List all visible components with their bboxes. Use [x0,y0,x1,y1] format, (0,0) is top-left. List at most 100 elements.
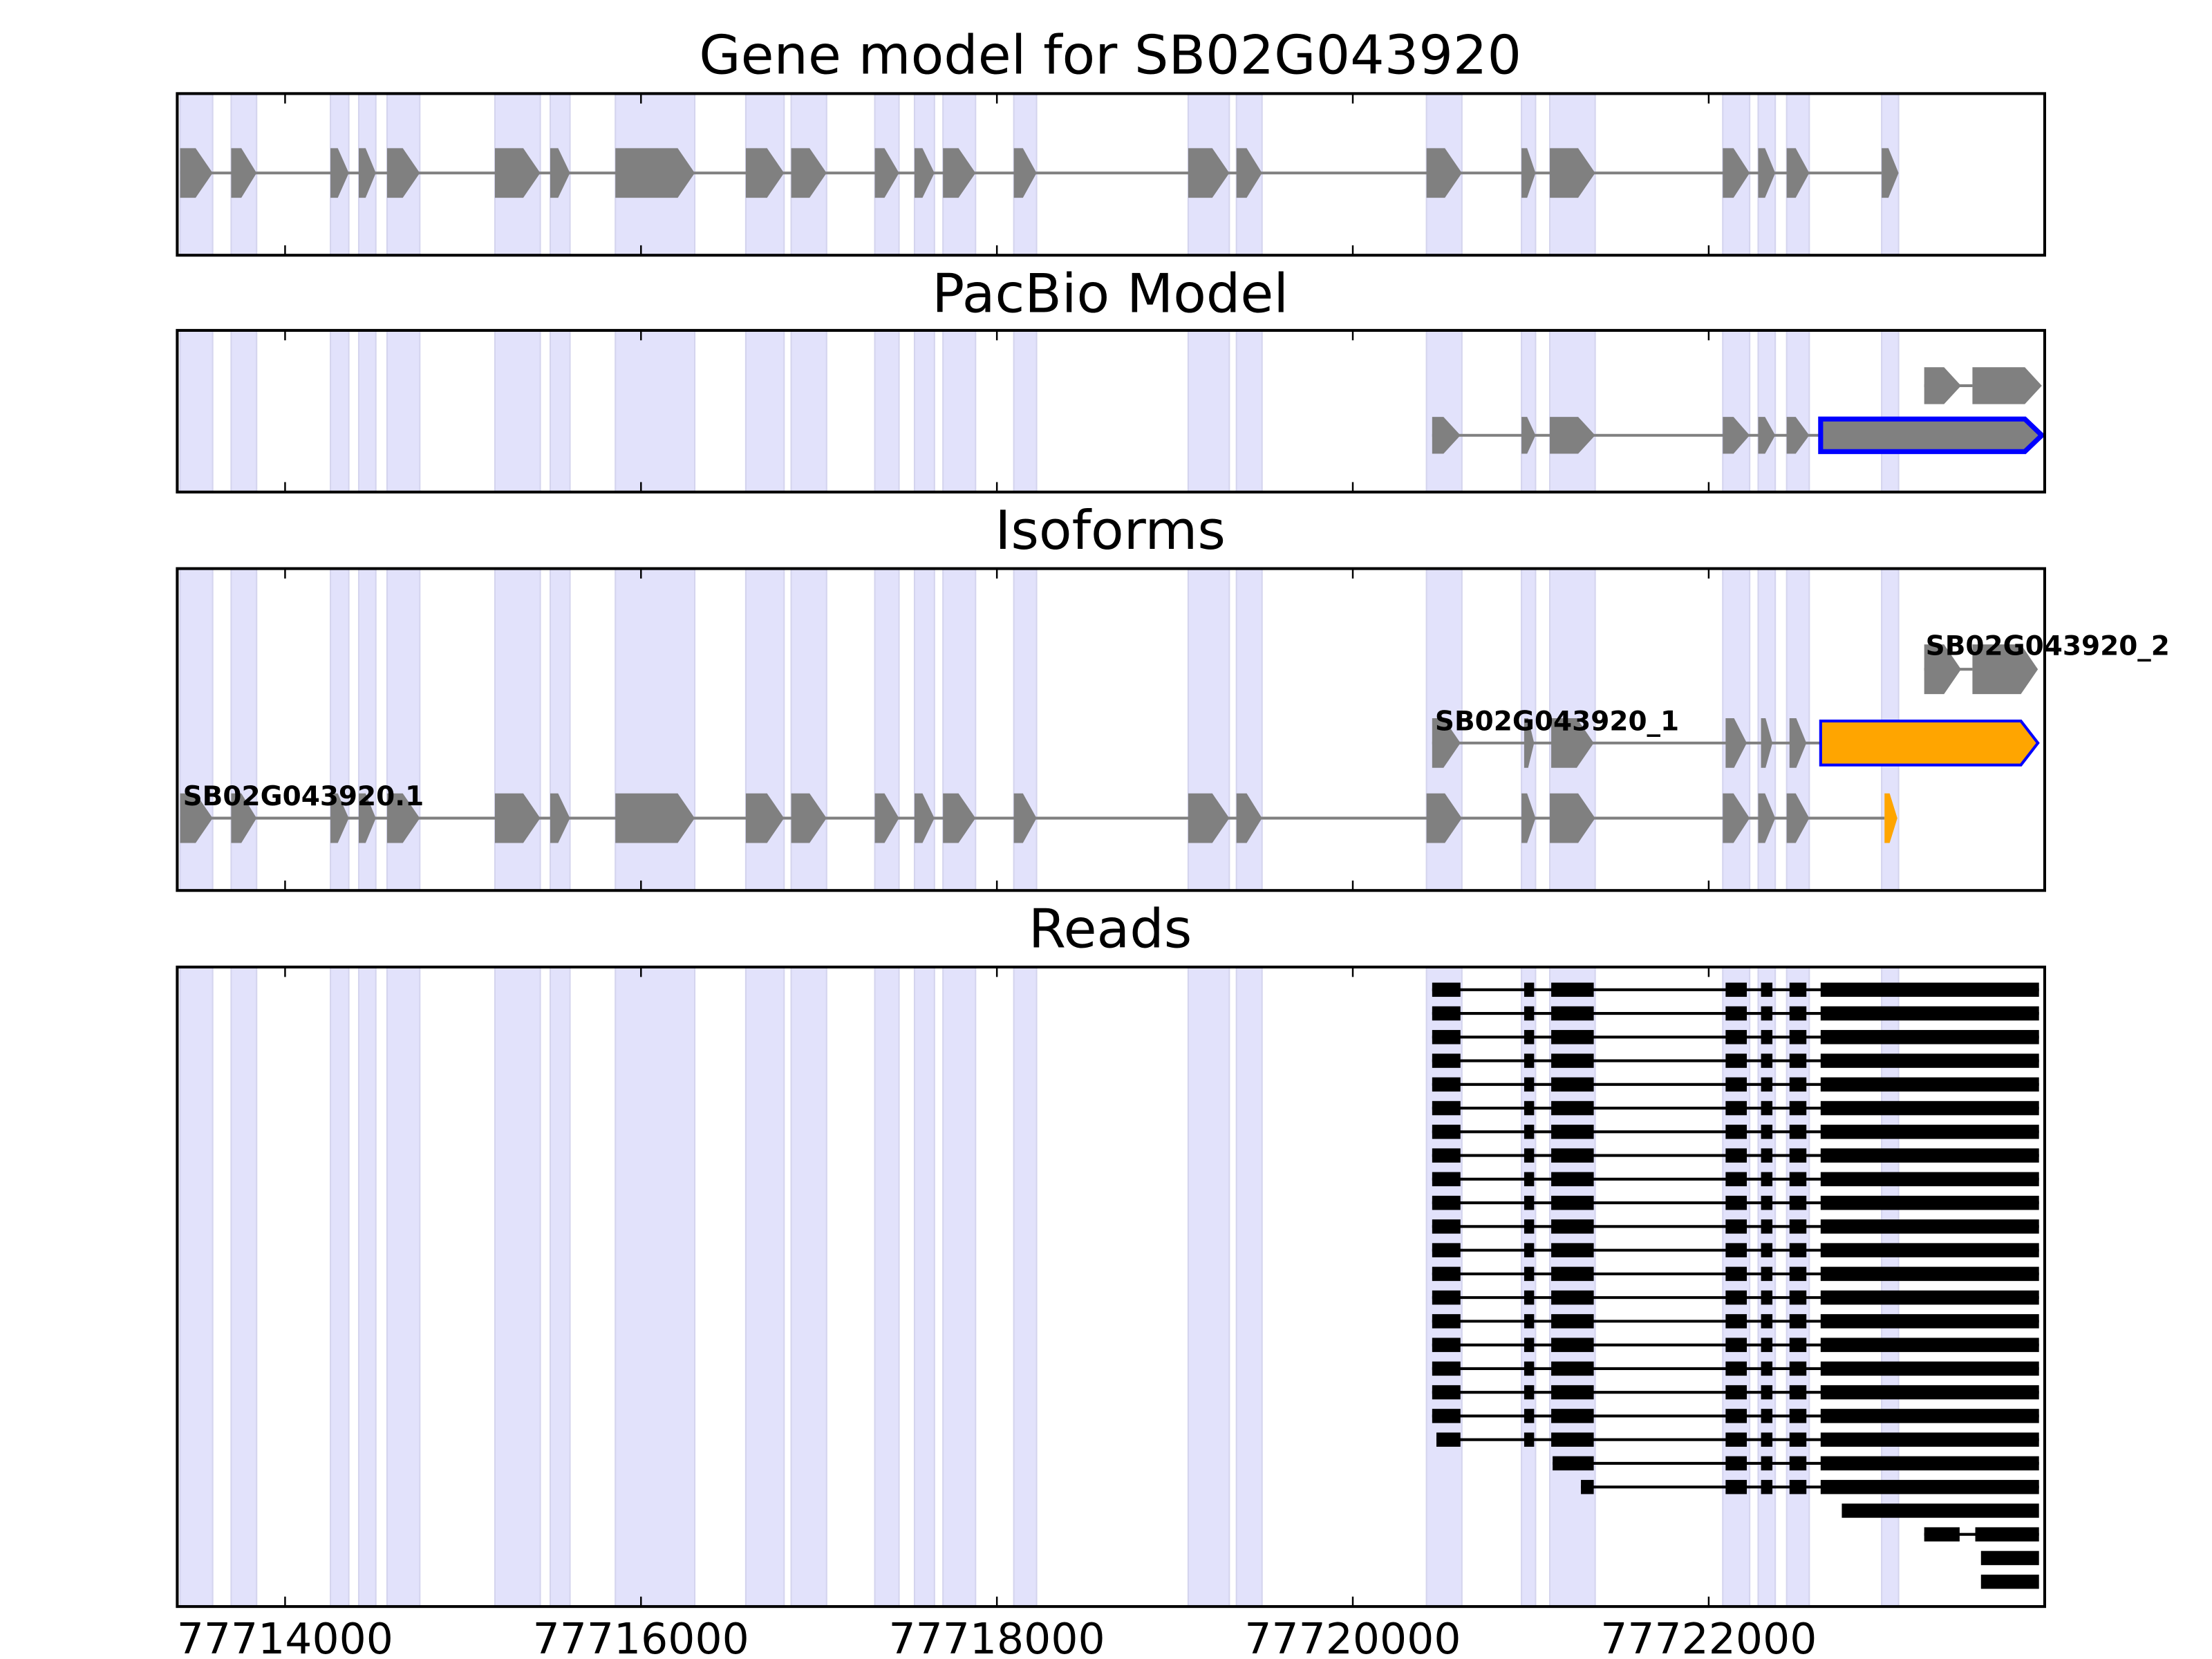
exon-shade-band [494,329,541,493]
exon-shade-band [494,966,541,1608]
read-block [1820,1385,2039,1400]
read-block [1820,1314,2039,1329]
read [1432,1006,2039,1021]
exon-shade-band [1881,329,1900,493]
panel-frame [176,567,2046,892]
panel-1 [176,328,2046,494]
read-block [1820,1125,2039,1139]
read-block [1820,1432,2039,1447]
exon-arrow [550,793,570,843]
exon-shade-band [1722,329,1751,493]
read-block [1725,1456,1747,1471]
read-block [1432,1361,1461,1376]
read-block [1761,1290,1773,1305]
read-block [1725,1409,1747,1423]
read-block [1980,1550,2039,1566]
exon-shade-band [1722,966,1751,1608]
read-block [1761,1006,1773,1021]
exon-arrow [180,793,213,843]
read-block [1761,1219,1773,1234]
exon-arrow [1972,367,2042,404]
read [1432,1125,2039,1139]
read-block [1820,1077,2039,1092]
read-block [1725,1077,1747,1092]
read [1581,1479,2039,1494]
read-block [1551,1314,1594,1329]
read-block [1725,1125,1747,1139]
read-block [1761,1077,1773,1092]
read [1924,1527,2039,1541]
read-block [1820,1243,2039,1257]
isoform-label: SB02G043920.1 [183,781,424,812]
exon-arrow [1551,718,1594,768]
read-block [1789,1125,1807,1139]
exon-arrow [386,148,420,198]
read [1432,1243,2039,1257]
read-block [1725,1006,1747,1021]
exon-arrow [914,793,935,843]
x-tick-label: 77718000 [888,1614,1105,1659]
read-block [1820,1195,2039,1210]
exon-shade-band [1425,966,1463,1608]
exon-shade-band [1757,329,1777,493]
pacbio-highlight-exon [1818,416,2046,454]
exon-shade-band [386,966,421,1608]
read-block [1553,1456,1594,1471]
exon-arrow [1236,148,1262,198]
read-block [1761,1100,1773,1116]
read-block [1551,1243,1594,1257]
read [1432,1195,2039,1210]
panel-frame [176,965,2046,1609]
read-block [1789,1409,1807,1423]
read-block [1980,1574,2039,1589]
read-block [1725,1172,1747,1187]
read-block [1725,1361,1747,1376]
read-block [1789,1219,1807,1234]
read-block [1432,1338,1461,1352]
read-block [1432,1077,1461,1092]
read-block [1789,1290,1807,1305]
exon-arrow [943,793,976,843]
exon-shade-band [1548,966,1596,1608]
exon-arrow [231,148,257,198]
read [1432,1409,2039,1423]
read-block [1820,1338,2039,1352]
read-block [1789,1006,1807,1021]
exon-shade-band [744,329,785,493]
exon-arrow [180,148,213,198]
read-block [1432,1006,1461,1021]
read-block [1551,1409,1594,1423]
read-block [1551,1030,1594,1044]
read-block [1820,1456,2039,1471]
read-block [1551,1195,1594,1210]
read-block [1820,1100,2039,1116]
read-block [1789,1030,1807,1044]
read-block [1789,1479,1807,1494]
read-block [1761,1432,1773,1447]
read-block [1551,1006,1594,1021]
read [1432,1148,2039,1163]
read-block [1551,1053,1594,1068]
read-block [1524,1290,1535,1305]
read-block [1789,1243,1807,1257]
read-block [1820,1361,2039,1376]
x-tick-label: 77720000 [1244,1614,1461,1659]
plot-layer [176,92,2046,1609]
read-block [1789,1100,1807,1116]
exon-shade-band [1425,329,1463,493]
panel-0 [176,92,2046,257]
read-block [1524,1006,1535,1021]
exon-shade-band [357,966,377,1608]
read-block [1551,1100,1594,1116]
exon-arrow [358,793,376,843]
read-block [1761,1125,1773,1139]
read-block [1524,1053,1535,1068]
read-block [1524,982,1535,997]
read-block [1524,1432,1535,1447]
read-block [1789,1148,1807,1163]
exon-shade-band [230,966,258,1608]
read [1432,1219,2039,1234]
read-block [1524,1077,1535,1092]
read-block [1725,1290,1747,1305]
read [1432,1077,2039,1092]
